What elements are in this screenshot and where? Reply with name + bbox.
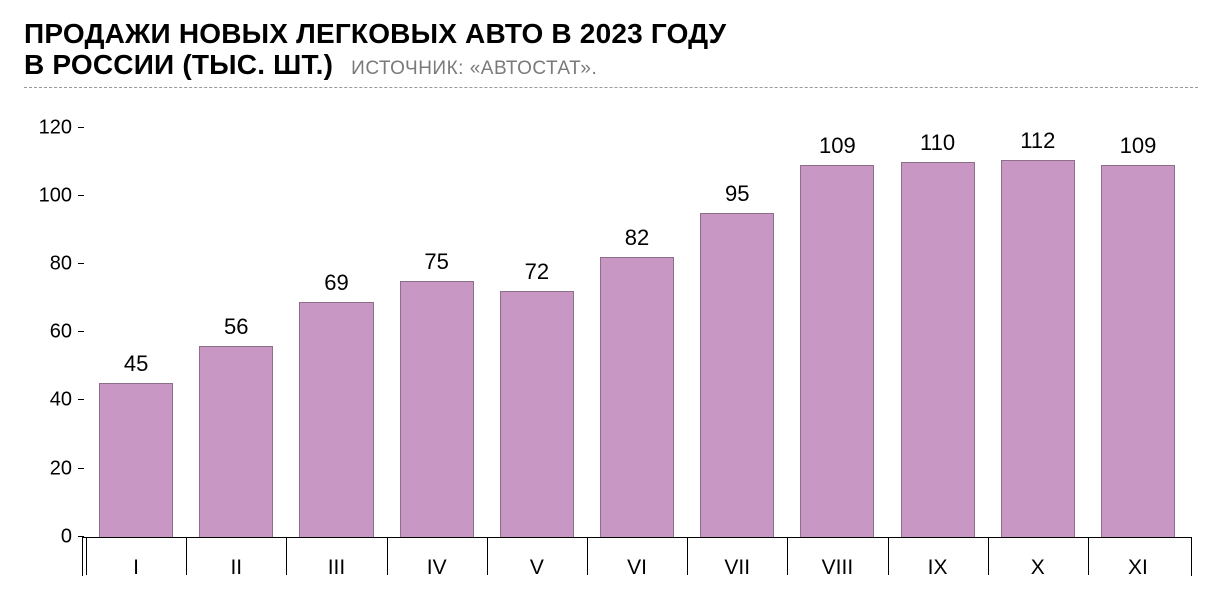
- header-divider: [24, 87, 1198, 88]
- y-axis-tick-label: 20: [30, 457, 82, 480]
- bar: [800, 165, 874, 537]
- x-axis-category-label: XI: [1088, 538, 1188, 598]
- x-axis-category-label: II: [186, 538, 286, 598]
- bar-value-label: 75: [424, 249, 448, 275]
- bar-value-label: 56: [224, 314, 248, 340]
- bar-value-label: 112: [1020, 128, 1055, 154]
- bar-value-label: 72: [525, 259, 549, 285]
- bar-slot: 69: [286, 128, 386, 537]
- chart-title-row2: В РОССИИ (ТЫС. ШТ.) ИСТОЧНИК: «АВТОСТАТ»…: [24, 49, 1198, 80]
- bar-value-label: 109: [1120, 133, 1157, 159]
- x-axis-category-label: VI: [587, 538, 687, 598]
- bar-value-label: 95: [725, 181, 749, 207]
- y-axis-tick-label: 120: [30, 116, 82, 139]
- bar: [1001, 160, 1075, 537]
- x-axis-left-tick: [82, 538, 83, 576]
- y-axis-tick-label: 80: [30, 253, 82, 276]
- x-axis-category-label: III: [286, 538, 386, 598]
- bar-slot: 109: [1088, 128, 1188, 537]
- y-axis-tick-label: 40: [30, 389, 82, 412]
- chart-header: ПРОДАЖИ НОВЫХ ЛЕГКОВЫХ АВТО В 2023 ГОДУ …: [24, 18, 1198, 88]
- y-axis-tick-mark: [78, 468, 84, 469]
- bar-slot: 72: [487, 128, 587, 537]
- y-axis-tick-label: 100: [30, 184, 82, 207]
- y-axis-tick-mark: [78, 399, 84, 400]
- y-axis-tick-mark: [78, 263, 84, 264]
- y-axis-tick-label: 0: [30, 525, 82, 548]
- bar: [1101, 165, 1175, 537]
- bar: [299, 302, 373, 537]
- bar: [99, 383, 173, 536]
- chart-title-line1: ПРОДАЖИ НОВЫХ ЛЕГКОВЫХ АВТО В 2023 ГОДУ: [24, 18, 1198, 49]
- y-axis-tick-mark: [78, 127, 84, 128]
- bar-slot: 56: [186, 128, 286, 537]
- bar-value-label: 82: [625, 225, 649, 251]
- bar-value-label: 109: [819, 133, 856, 159]
- bar-value-label: 110: [920, 130, 955, 156]
- bar-slot: 112: [988, 128, 1088, 537]
- x-axis-category-label: IX: [888, 538, 988, 598]
- bars-group: 45 56 69 75 72 82 95 109 110 112 109: [82, 128, 1192, 537]
- bar: [600, 257, 674, 536]
- y-axis-tick-mark: [78, 195, 84, 196]
- bar-slot: 109: [787, 128, 887, 537]
- x-axis-category-label: I: [86, 538, 186, 598]
- x-axis-category-label: VII: [687, 538, 787, 598]
- chart-container: ПРОДАЖИ НОВЫХ ЛЕГКОВЫХ АВТО В 2023 ГОДУ …: [0, 0, 1222, 612]
- x-axis-category-label: VIII: [787, 538, 887, 598]
- bar: [700, 213, 774, 537]
- y-axis-tick-mark: [78, 331, 84, 332]
- x-axis-category-label: X: [988, 538, 1088, 598]
- bar-value-label: 69: [324, 270, 348, 296]
- plot-area: 45566975728295109110112109 0204060801001…: [82, 128, 1192, 538]
- y-axis-tick-label: 60: [30, 321, 82, 344]
- x-axis-labels: IIIIIIIVVVIVIIVIIIIXXXI: [82, 538, 1192, 598]
- bar: [901, 162, 975, 537]
- x-axis-category-label: IV: [387, 538, 487, 598]
- y-axis-tick-mark: [78, 536, 84, 537]
- bar: [400, 281, 474, 537]
- bar: [199, 346, 273, 537]
- bar-chart: 45 56 69 75 72 82 95 109 110 112 109 0 20 40 60 80 100 1…: [24, 118, 1198, 598]
- bar-slot: 45: [86, 128, 186, 537]
- chart-title-line2: В РОССИИ (ТЫС. ШТ.): [24, 49, 333, 80]
- chart-source: ИСТОЧНИК: «АВТОСТАТ».: [351, 58, 597, 80]
- bar-slot: 82: [587, 128, 687, 537]
- bar-slot: 110: [888, 128, 988, 537]
- bar-slot: 95: [687, 128, 787, 537]
- bar: [500, 291, 574, 536]
- bar-slot: 75: [387, 128, 487, 537]
- x-axis-category-label: V: [487, 538, 587, 598]
- bar-value-label: 45: [124, 351, 148, 377]
